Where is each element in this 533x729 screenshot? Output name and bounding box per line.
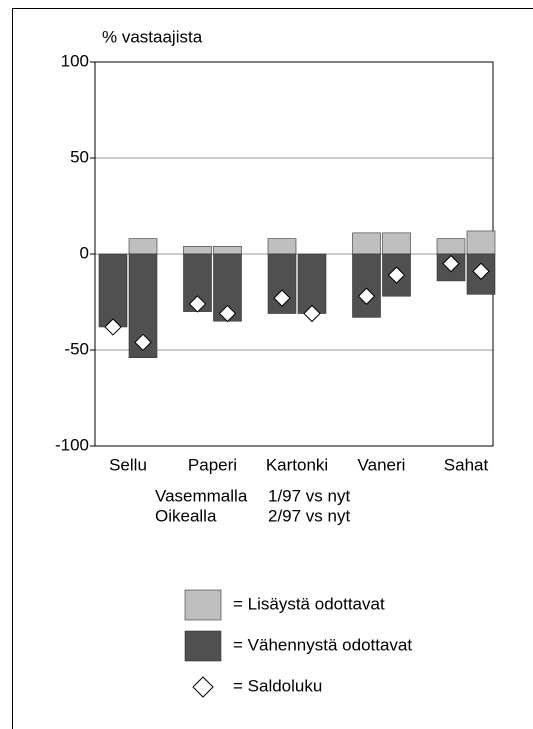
note-label: Oikealla (155, 506, 217, 525)
diamond-marker (387, 266, 406, 284)
x-tick-label: Sellu (109, 455, 147, 474)
legend-label: = Vähennystä odottavat (233, 635, 412, 654)
frame (12, 8, 533, 729)
x-tick-label: Sahat (444, 455, 489, 474)
y-tick-label: -100 (55, 435, 89, 454)
diamond-marker (188, 295, 207, 313)
diamond-marker (134, 333, 152, 352)
y-tick-label: 50 (70, 147, 89, 166)
x-tick-label: Kartonki (266, 455, 328, 474)
diamond-marker (472, 262, 490, 280)
legend-swatch (184, 630, 222, 662)
bar (267, 238, 297, 255)
bar (352, 253, 381, 318)
bar (382, 232, 411, 255)
diamond-marker (357, 287, 376, 305)
bar (183, 246, 212, 255)
bar (98, 253, 128, 328)
bar (436, 238, 466, 255)
diamond-marker (218, 304, 237, 323)
bar (297, 253, 327, 314)
legend-swatch (184, 589, 222, 621)
diamond-marker (303, 304, 321, 323)
note-text: 1/97 vs nyt (268, 486, 350, 505)
legend-label: = Saldoluku (233, 676, 322, 695)
diamond-marker (273, 289, 291, 307)
bar (466, 230, 496, 255)
bar (382, 253, 411, 297)
x-tick-label: Paperi (188, 455, 237, 474)
y-tick-label: 0 (80, 243, 89, 262)
y-tick-label: -50 (64, 339, 89, 358)
diamond-marker (104, 318, 122, 336)
diamond-marker (442, 254, 460, 273)
legend-marker (192, 676, 214, 698)
note-label: Vasemmalla (155, 486, 248, 505)
y-tick-label: 100 (61, 51, 89, 70)
note-text: 2/97 vs nyt (268, 506, 350, 525)
legend-label: = Lisäystä odottavat (233, 594, 385, 613)
bar (213, 246, 242, 255)
bar (352, 232, 381, 255)
bar (128, 238, 158, 255)
y-axis-label: % vastaajista (102, 27, 203, 46)
x-tick-label: Vaneri (358, 455, 406, 474)
